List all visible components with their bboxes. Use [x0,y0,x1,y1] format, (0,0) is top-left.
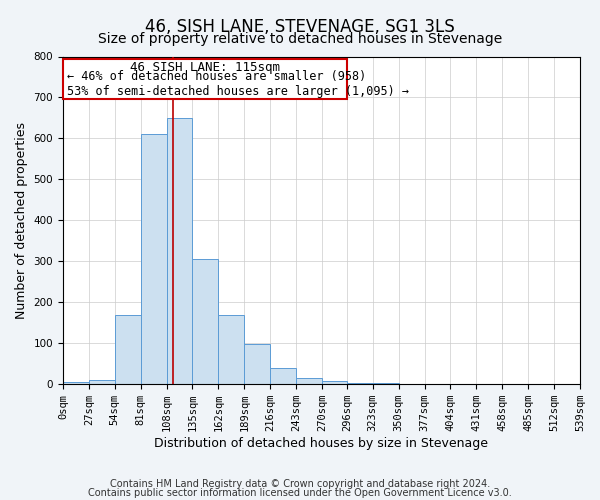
Bar [63,58,347,98]
Bar [63,382,89,384]
Bar [322,381,347,384]
Bar [218,314,244,384]
Bar [244,344,270,384]
Bar [193,260,218,384]
Bar [167,118,193,384]
Bar [89,380,115,384]
Text: Contains public sector information licensed under the Open Government Licence v3: Contains public sector information licen… [88,488,512,498]
Text: 46 SISH LANE: 115sqm: 46 SISH LANE: 115sqm [130,61,280,74]
Text: 46, SISH LANE, STEVENAGE, SG1 3LS: 46, SISH LANE, STEVENAGE, SG1 3LS [145,18,455,36]
Text: Contains HM Land Registry data © Crown copyright and database right 2024.: Contains HM Land Registry data © Crown c… [110,479,490,489]
Bar [347,383,373,384]
Y-axis label: Number of detached properties: Number of detached properties [15,122,28,319]
Text: ← 46% of detached houses are smaller (958): ← 46% of detached houses are smaller (95… [67,70,366,82]
X-axis label: Distribution of detached houses by size in Stevenage: Distribution of detached houses by size … [154,437,488,450]
Text: 53% of semi-detached houses are larger (1,095) →: 53% of semi-detached houses are larger (… [67,85,409,98]
Bar [270,368,296,384]
Bar [115,314,140,384]
Bar [296,378,322,384]
Bar [140,134,167,384]
Text: Size of property relative to detached houses in Stevenage: Size of property relative to detached ho… [98,32,502,46]
